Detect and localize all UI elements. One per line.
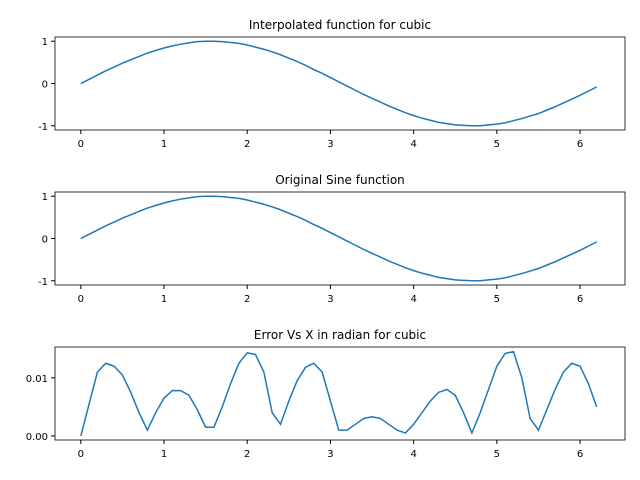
y-tick-label: -1 <box>38 122 48 133</box>
x-tick-label: 4 <box>410 449 416 460</box>
plot-frame <box>54 191 626 286</box>
x-tick-label: 0 <box>78 139 84 150</box>
y-tick-label: 0.00 <box>26 432 48 443</box>
x-tick-label: 5 <box>494 294 500 305</box>
x-tick-label: 3 <box>327 449 333 460</box>
x-tick-label: 0 <box>78 449 84 460</box>
x-tick-label: 5 <box>494 449 500 460</box>
data-line <box>80 40 598 127</box>
x-tick-label: 0 <box>78 294 84 305</box>
x-tick-label: 2 <box>244 449 250 460</box>
data-line <box>80 350 598 437</box>
y-tick-label: 0 <box>42 235 48 246</box>
chart-title: Original Sine function <box>275 173 405 187</box>
chart-title: Error Vs X in radian for cubic <box>254 328 426 342</box>
x-tick-label: 1 <box>161 139 167 150</box>
y-tick-label: 0.01 <box>26 374 48 385</box>
x-tick-label: 1 <box>161 294 167 305</box>
y-tick-label: -1 <box>38 277 48 288</box>
x-tick-label: 3 <box>327 294 333 305</box>
x-tick-label: 1 <box>161 449 167 460</box>
chart-title: Interpolated function for cubic <box>249 18 431 32</box>
x-tick-label: 4 <box>410 294 416 305</box>
y-tick-label: 0 <box>42 80 48 91</box>
plot-frame <box>54 36 626 131</box>
x-tick-label: 2 <box>244 294 250 305</box>
data-line <box>80 195 598 282</box>
x-tick-label: 4 <box>410 139 416 150</box>
x-tick-label: 3 <box>327 139 333 150</box>
x-tick-label: 2 <box>244 139 250 150</box>
x-tick-label: 5 <box>494 139 500 150</box>
y-tick-label: 1 <box>42 37 48 48</box>
x-tick-label: 6 <box>577 449 583 460</box>
y-tick-label: 1 <box>42 192 48 203</box>
plot-frame <box>54 346 626 441</box>
x-tick-label: 6 <box>577 294 583 305</box>
x-tick-label: 6 <box>577 139 583 150</box>
